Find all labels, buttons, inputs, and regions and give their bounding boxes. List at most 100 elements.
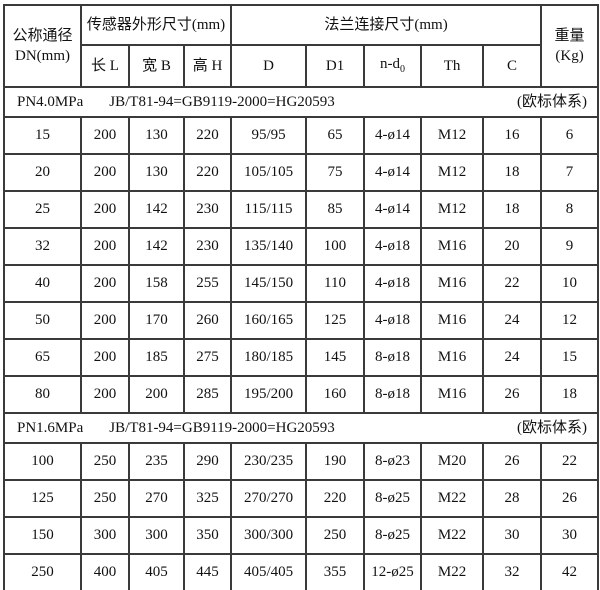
cell-dn: 15	[3, 116, 82, 155]
cell-height: 350	[182, 516, 233, 555]
cell-c: 18	[482, 190, 543, 229]
header-height-h: 高 H	[182, 44, 233, 88]
section-pressure-rating: PN1.6MPa	[17, 419, 84, 436]
cell-th: M16	[420, 264, 485, 303]
cell-height: 255	[182, 264, 233, 303]
cell-weight: 7	[540, 153, 600, 192]
cell-height: 220	[182, 116, 233, 155]
cell-d: 135/140	[230, 227, 308, 266]
cell-height: 230	[182, 227, 233, 266]
cell-c: 32	[482, 553, 543, 590]
cell-width: 235	[128, 442, 185, 481]
cell-dn: 40	[3, 264, 82, 303]
cell-th: M12	[420, 116, 485, 155]
cell-d1: 145	[305, 338, 366, 377]
cell-height: 285	[182, 375, 233, 414]
cell-height: 230	[182, 190, 233, 229]
section-header-pn16: PN1.6MPa JB/T81-94=GB9119-2000=HG20593 (…	[2, 412, 600, 444]
cell-height: 325	[182, 479, 233, 518]
cell-width: 142	[128, 227, 185, 266]
cell-nd0: 4-ø18	[363, 264, 423, 303]
cell-nd0: 4-ø14	[363, 153, 423, 192]
section-pressure-rating: PN4.0MPa	[17, 93, 84, 110]
cell-th: M16	[420, 338, 485, 377]
table-row: 150 300 300 350 300/300 250 8-ø25 M22 30 30	[3, 516, 600, 555]
flange-spec-table: 公称通径 DN(mm) 传感器外形尺寸(mm) 法兰连接尺寸(mm) 重量 (K…	[2, 4, 600, 590]
cell-length: 200	[80, 190, 130, 229]
cell-weight: 18	[540, 375, 600, 414]
cell-dn: 32	[3, 227, 82, 266]
cell-d1: 220	[305, 479, 366, 518]
table-row: 32 200 142 230 135/140 100 4-ø18 M16 20 9	[3, 227, 600, 266]
cell-width: 405	[128, 553, 185, 590]
header-row-groups: 公称通径 DN(mm) 传感器外形尺寸(mm) 法兰连接尺寸(mm) 重量 (K…	[3, 4, 600, 88]
cell-weight: 10	[540, 264, 600, 303]
header-nominal-diameter: 公称通径 DN(mm)	[3, 4, 82, 88]
cell-d1: 190	[305, 442, 366, 481]
cell-width: 142	[128, 190, 185, 229]
cell-dn: 100	[3, 442, 82, 481]
cell-weight: 12	[540, 301, 600, 340]
header-weight: 重量 (Kg)	[540, 4, 600, 88]
cell-c: 20	[482, 227, 543, 266]
cell-height: 260	[182, 301, 233, 340]
cell-width: 200	[128, 375, 185, 414]
cell-height: 445	[182, 553, 233, 590]
cell-th: M16	[420, 301, 485, 340]
table-row: 65 200 185 275 180/185 145 8-ø18 M16 24 15	[3, 338, 600, 377]
cell-length: 200	[80, 338, 130, 377]
cell-length: 250	[80, 479, 130, 518]
cell-weight: 22	[540, 442, 600, 481]
cell-width: 170	[128, 301, 185, 340]
header-sensor-dimensions-group: 传感器外形尺寸(mm)	[79, 4, 233, 46]
section-note: (欧标体系)	[517, 93, 588, 110]
cell-height: 220	[182, 153, 233, 192]
cell-height: 275	[182, 338, 233, 377]
cell-nd0: 4-ø18	[363, 227, 423, 266]
header-th: Th	[420, 44, 485, 88]
cell-weight: 42	[540, 553, 600, 590]
cell-d: 105/105	[230, 153, 308, 192]
cell-length: 400	[80, 553, 130, 590]
cell-length: 200	[80, 227, 130, 266]
cell-length: 300	[80, 516, 130, 555]
header-flange-dimensions-group: 法兰连接尺寸(mm)	[230, 4, 543, 46]
cell-th: M22	[420, 516, 485, 555]
cell-c: 22	[482, 264, 543, 303]
cell-d: 180/185	[230, 338, 308, 377]
cell-dn: 65	[3, 338, 82, 377]
cell-weight: 26	[540, 479, 600, 518]
cell-nd0: 4-ø14	[363, 116, 423, 155]
cell-th: M22	[420, 553, 485, 590]
cell-c: 28	[482, 479, 543, 518]
cell-d1: 250	[305, 516, 366, 555]
cell-nd0: 12-ø25	[363, 553, 423, 590]
cell-d1: 355	[305, 553, 366, 590]
header-d: D	[230, 44, 308, 88]
cell-dn: 125	[3, 479, 82, 518]
cell-d1: 65	[305, 116, 366, 155]
cell-length: 200	[80, 375, 130, 414]
header-width-b: 宽 B	[128, 44, 185, 88]
cell-dn: 50	[3, 301, 82, 340]
cell-length: 200	[80, 116, 130, 155]
cell-d: 95/95	[230, 116, 308, 155]
cell-length: 200	[80, 301, 130, 340]
cell-d1: 110	[305, 264, 366, 303]
cell-width: 130	[128, 153, 185, 192]
cell-width: 185	[128, 338, 185, 377]
section-note: (欧标体系)	[517, 419, 588, 436]
cell-th: M12	[420, 153, 485, 192]
header-weight-title: 重量	[554, 27, 585, 44]
section-header-pn40: PN4.0MPa JB/T81-94=GB9119-2000=HG20593 (…	[2, 86, 600, 118]
cell-dn: 20	[3, 153, 82, 192]
header-nominal-diameter-sub: DN(mm)	[15, 48, 70, 64]
cell-weight: 8	[540, 190, 600, 229]
cell-d1: 85	[305, 190, 366, 229]
section-standard: JB/T81-94=GB9119-2000=HG20593	[109, 419, 335, 436]
header-length-l: 长 L	[80, 44, 130, 88]
section-header-cell: PN1.6MPa JB/T81-94=GB9119-2000=HG20593 (…	[2, 412, 600, 444]
cell-nd0: 8-ø25	[363, 516, 423, 555]
section-standard: JB/T81-94=GB9119-2000=HG20593	[109, 93, 335, 110]
cell-width: 300	[128, 516, 185, 555]
